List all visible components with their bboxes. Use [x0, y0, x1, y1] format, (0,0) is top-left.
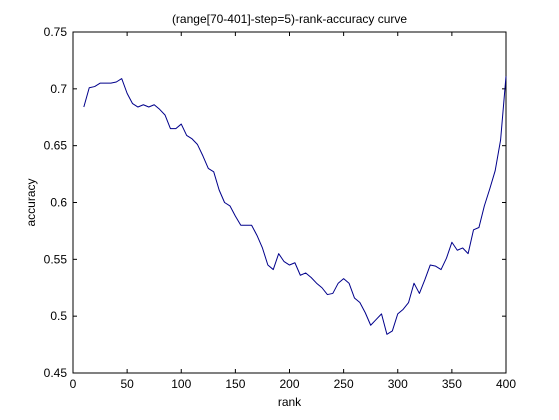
y-tick-label: 0.7: [50, 82, 67, 96]
x-tick-label: 100: [171, 377, 191, 391]
tick-labels: 0 50 100 150 200 250 300 350 400 0.45 0.5 0.55 0.6 0.…: [44, 25, 517, 391]
x-tick-label: 300: [388, 377, 408, 391]
accuracy-series-line: [83, 76, 507, 335]
y-tick-label: 0.45: [44, 366, 68, 380]
x-tick-label: 400: [496, 377, 516, 391]
y-tick-label: 0.6: [50, 196, 67, 210]
x-axis-label: rank: [278, 395, 302, 409]
y-tick-label: 0.65: [44, 139, 68, 153]
y-tick-label: 0.55: [44, 252, 68, 266]
x-tick-label: 250: [334, 377, 354, 391]
y-axis-label: accuracy: [24, 178, 38, 226]
x-tick-label: 0: [70, 377, 77, 391]
chart-title: (range[70-401]-step=5)-rank-accuracy cur…: [172, 12, 407, 26]
y-tick-label: 0.5: [50, 309, 67, 323]
y-tick-label: 0.75: [44, 25, 68, 39]
x-tick-label: 200: [279, 377, 299, 391]
x-tick-label: 350: [442, 377, 462, 391]
x-tick-label: 150: [225, 377, 245, 391]
data-series: [83, 76, 507, 335]
x-tick-label: 50: [120, 377, 134, 391]
axis-ticks: [72, 31, 507, 374]
plot-area: [72, 31, 507, 374]
